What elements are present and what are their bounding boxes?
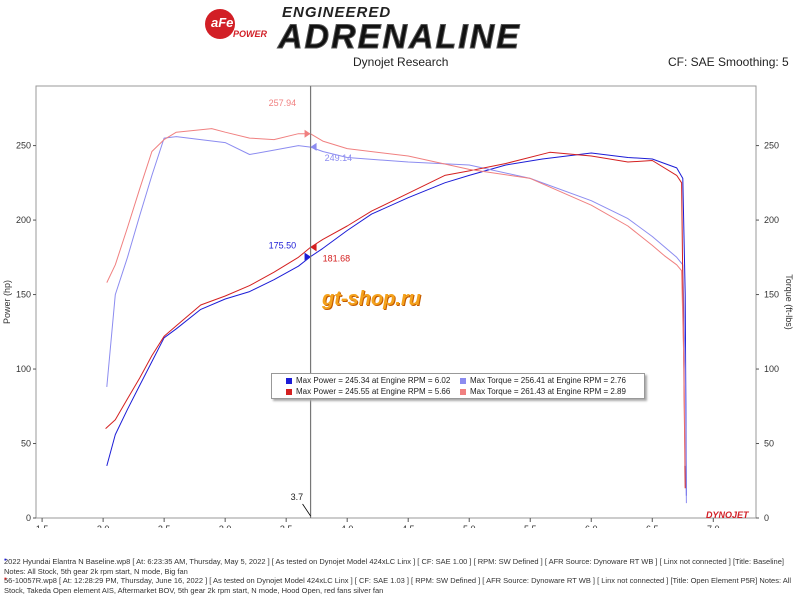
- legend-item: Max Power = 245.55 at Engine RPM = 5.66: [286, 386, 450, 397]
- x-tick-label: 5.5: [524, 524, 537, 528]
- adrenaline-logo-text: ADRENALINE: [278, 18, 521, 57]
- annotation-label: 175.50: [269, 241, 297, 251]
- header: aFe POWER ENGINEERED ADRENALINE Dynojet …: [0, 0, 800, 80]
- watermark: gt-shop.ru: [322, 288, 421, 310]
- x-tick-label: 1.5: [36, 524, 49, 528]
- x-tick-label: 2.0: [97, 524, 110, 528]
- chart-subtitle: Dynojet Research: [353, 55, 449, 69]
- legend-swatch: [286, 388, 292, 395]
- run-info-2: ▪ 56-10057R.wp8 [ At: 12:28:29 PM, Thurs…: [0, 574, 800, 595]
- annotation-label: 249.14: [325, 153, 353, 163]
- annotation-marker: [310, 142, 317, 151]
- annotation-label: 257.94: [269, 98, 297, 108]
- x-tick-label: 6.5: [646, 524, 659, 528]
- x-tick-label: 3.5: [280, 524, 293, 528]
- y2-tick-label: 100: [764, 364, 779, 374]
- cursor-pointer: [302, 503, 311, 517]
- run-marker-red: ▪: [4, 574, 7, 583]
- annotation-marker: [304, 252, 311, 261]
- run-info-2-text: 56-10057R.wp8 [ At: 12:28:29 PM, Thursda…: [4, 576, 792, 595]
- y2-axis-label: Torque (ft-lbs): [784, 274, 794, 330]
- legend-label: Max Power = 245.55 at Engine RPM = 5.66: [296, 387, 451, 396]
- y-tick-label: 250: [16, 141, 31, 151]
- series-line: [106, 152, 687, 496]
- x-tick-label: 3.0: [219, 524, 232, 528]
- y2-tick-label: 200: [764, 215, 779, 225]
- annotation-marker: [310, 243, 317, 252]
- legend-item: Max Power = 245.34 at Engine RPM = 6.02: [286, 375, 450, 386]
- series-line: [105, 151, 686, 489]
- series-line: [106, 128, 686, 466]
- legend-label: Max Torque = 256.41 at Engine RPM = 2.76: [470, 376, 626, 385]
- power-logo-text: POWER: [233, 29, 268, 39]
- afe-logo-text: aFe: [211, 15, 234, 30]
- dynojet-text: DYNOJET: [706, 510, 749, 520]
- engineered-text: ENGINEERED: [282, 4, 392, 21]
- x-tick-label: 4.5: [402, 524, 415, 528]
- legend-swatch: [460, 388, 466, 395]
- chart-lines: [105, 128, 687, 504]
- y2-tick-label: 150: [764, 290, 779, 300]
- legend-swatch: [460, 377, 466, 384]
- y2-tick-label: 250: [764, 141, 779, 151]
- run-info-1-text: 2022 Hyundai Elantra N Baseline.wp8 [ At…: [4, 557, 784, 576]
- x-tick-label: 5.0: [463, 524, 476, 528]
- smoothing-info: CF: SAE Smoothing: 5: [668, 55, 789, 69]
- y-tick-label: 150: [16, 290, 31, 300]
- annotation-marker: [304, 129, 311, 138]
- series-line: [106, 136, 687, 504]
- run-marker-blue: ▪: [4, 555, 7, 564]
- chart-annotations: 3.7 257.94 249.14 175.50 181.68: [269, 86, 353, 518]
- afe-power-logo: aFe POWER: [205, 5, 268, 45]
- legend-label: Max Power = 245.34 at Engine RPM = 6.02: [296, 376, 451, 385]
- x-tick-label: 7.0: [707, 524, 720, 528]
- legend-item: Max Torque = 261.43 at Engine RPM = 2.89: [460, 386, 626, 397]
- annotation-label: 181.68: [323, 253, 351, 263]
- y2-tick-label: 0: [764, 513, 769, 523]
- y-tick-label: 50: [21, 439, 31, 449]
- y2-tick-label: 50: [764, 439, 774, 449]
- legend-swatch: [286, 377, 292, 384]
- y-tick-label: 200: [16, 215, 31, 225]
- legend-label: Max Torque = 261.43 at Engine RPM = 2.89: [470, 387, 626, 396]
- x-tick-label: 4.0: [341, 524, 354, 528]
- dynojet-logo: DYNOJET: [706, 510, 749, 520]
- cursor-label: 3.7: [291, 492, 304, 502]
- chart-legend: Max Power = 245.34 at Engine RPM = 6.02 …: [271, 373, 645, 399]
- legend-item: Max Torque = 256.41 at Engine RPM = 2.76: [460, 375, 626, 386]
- dyno-chart: 1.5 2.0 2.5 3.0 3.5 4.0 4.5 5.0 5.5 6.0 6.5 7.0 0 0 50…: [2, 85, 794, 528]
- y-tick-label: 0: [26, 513, 31, 523]
- afe-logo-badge: [205, 9, 235, 39]
- x-tick-label: 2.5: [158, 524, 171, 528]
- chart-axes: 1.5 2.0 2.5 3.0 3.5 4.0 4.5 5.0 5.5 6.0 6.5 7.0 0 0 50…: [2, 141, 794, 528]
- y-tick-label: 100: [16, 364, 31, 374]
- run-info-1: ▪ 2022 Hyundai Elantra N Baseline.wp8 [ …: [0, 555, 800, 576]
- y-axis-label: Power (hp): [2, 280, 12, 324]
- x-tick-label: 6.0: [585, 524, 598, 528]
